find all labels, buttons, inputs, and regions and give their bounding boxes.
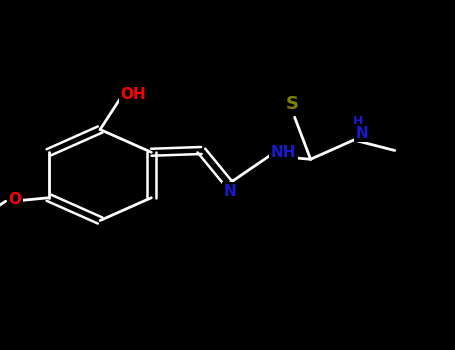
Text: N: N bbox=[224, 184, 237, 199]
Text: N: N bbox=[356, 126, 369, 140]
Text: S: S bbox=[286, 95, 299, 113]
Text: OH: OH bbox=[121, 87, 146, 102]
Text: O: O bbox=[8, 192, 21, 207]
Text: NH: NH bbox=[271, 145, 296, 160]
Text: H: H bbox=[353, 115, 364, 128]
